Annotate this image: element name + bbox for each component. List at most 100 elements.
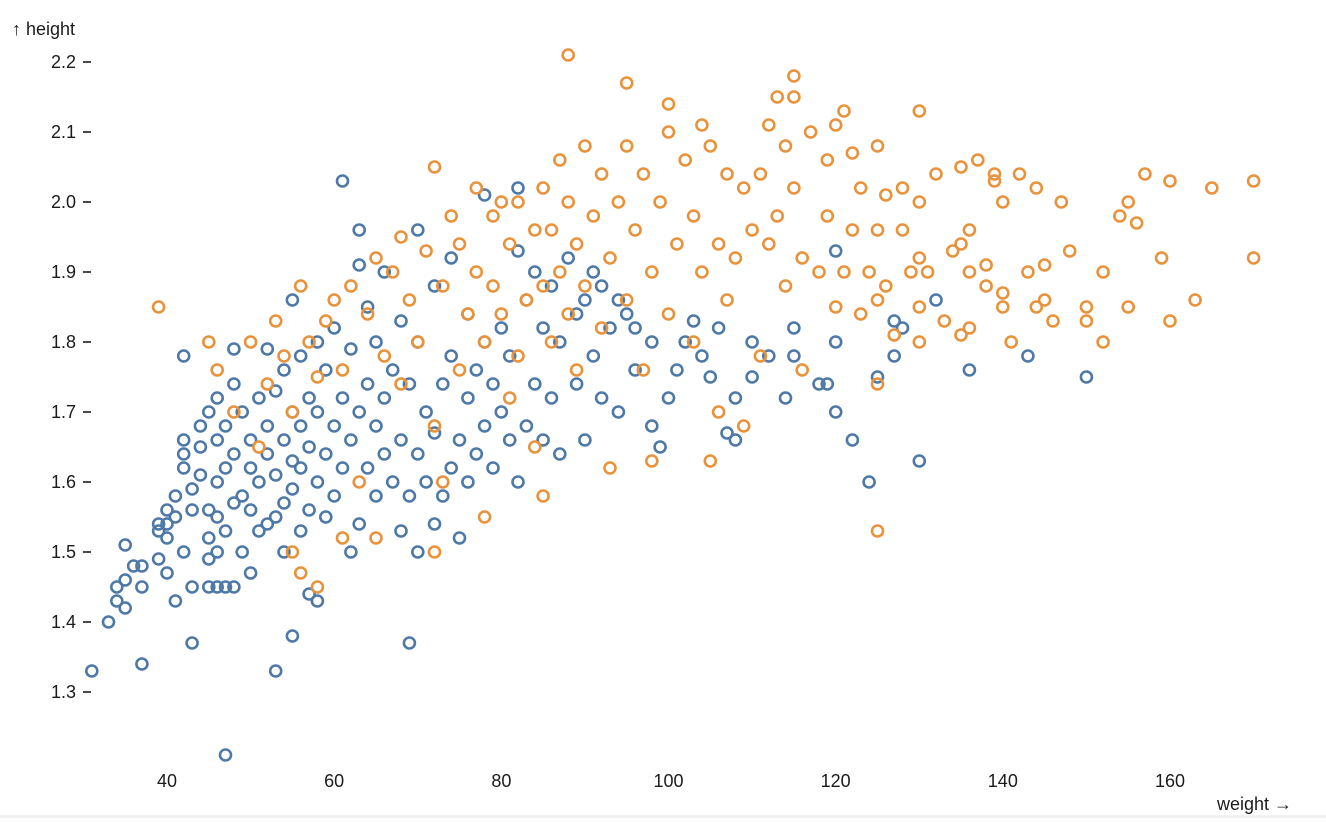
data-point: [695, 349, 709, 363]
data-point: [310, 594, 325, 608]
data-point: [218, 580, 233, 594]
data-point: [845, 433, 860, 447]
y-tick-label: 1.9: [51, 262, 76, 282]
data-point: [218, 748, 233, 762]
data-point: [812, 265, 826, 279]
data-point: [787, 69, 801, 83]
data-point: [1054, 195, 1069, 209]
series-0: [85, 174, 1094, 762]
data-point: [695, 265, 709, 279]
x-tick-label: 140: [988, 771, 1018, 791]
data-point: [310, 335, 325, 349]
data-point: [594, 391, 609, 405]
data-point: [285, 454, 300, 468]
data-point: [745, 335, 759, 349]
data-point: [703, 139, 718, 153]
data-point: [268, 664, 283, 678]
y-tick: 1.3: [51, 682, 91, 702]
data-point: [369, 251, 383, 265]
data-point: [277, 433, 291, 447]
data-point: [795, 251, 810, 265]
data-point: [285, 405, 300, 419]
data-point: [151, 300, 166, 314]
data-point: [828, 405, 843, 419]
data-point: [502, 391, 517, 405]
data-point: [695, 118, 709, 132]
data-point: [603, 321, 617, 335]
data-point: [720, 293, 734, 307]
data-point: [1004, 335, 1019, 349]
data-point: [410, 223, 425, 237]
data-point: [193, 468, 208, 482]
data-point: [661, 307, 676, 321]
data-point: [394, 524, 408, 538]
data-point: [277, 545, 291, 559]
data-point: [193, 419, 208, 433]
data-point: [745, 370, 759, 384]
data-point: [218, 524, 233, 538]
data-point: [435, 377, 450, 391]
data-point: [561, 307, 576, 321]
data-point: [502, 237, 517, 251]
data-point: [519, 419, 534, 433]
data-point: [268, 384, 283, 398]
data-point: [778, 391, 793, 405]
data-point: [352, 475, 367, 489]
data-point: [268, 314, 283, 328]
data-point: [895, 223, 910, 237]
data-point: [369, 419, 383, 433]
data-point: [477, 335, 492, 349]
data-point: [962, 265, 977, 279]
data-point: [511, 195, 525, 209]
data-point: [302, 391, 316, 405]
data-point: [486, 461, 500, 475]
data-point: [619, 293, 634, 307]
data-point: [862, 265, 876, 279]
data-point: [227, 405, 241, 419]
data-point: [845, 223, 860, 237]
data-point: [561, 48, 576, 62]
data-point: [452, 433, 467, 447]
data-point: [970, 153, 985, 167]
data-point: [327, 293, 342, 307]
y-tick: 1.8: [51, 332, 91, 352]
y-tick: 1.4: [51, 612, 91, 632]
data-point: [1096, 265, 1110, 279]
data-point: [427, 419, 442, 433]
data-point: [544, 335, 559, 349]
data-point: [293, 566, 308, 580]
data-point: [176, 461, 191, 475]
data-point: [302, 335, 316, 349]
data-point: [469, 447, 484, 461]
data-point: [1188, 293, 1202, 307]
data-point: [1021, 265, 1035, 279]
data-point: [118, 573, 132, 587]
data-point: [486, 377, 500, 391]
data-point: [653, 195, 667, 209]
data-point: [435, 489, 450, 503]
data-point: [360, 307, 375, 321]
data-point: [995, 286, 1010, 300]
data-point: [210, 580, 224, 594]
data-point: [435, 475, 450, 489]
points-layer: [85, 48, 1261, 762]
data-point: [494, 321, 509, 335]
data-point: [202, 552, 216, 566]
data-point: [202, 531, 216, 545]
x-tick-label: 40: [157, 771, 177, 791]
y-tick: 2.0: [51, 192, 91, 212]
data-point: [1079, 300, 1094, 314]
data-point: [661, 391, 676, 405]
data-point: [728, 433, 743, 447]
data-point: [252, 391, 266, 405]
data-point: [1029, 181, 1044, 195]
data-point: [628, 223, 642, 237]
data-point: [519, 293, 534, 307]
data-point: [1079, 370, 1094, 384]
data-point: [344, 545, 358, 559]
y-tick: 1.6: [51, 472, 91, 492]
data-point: [293, 419, 308, 433]
data-point: [461, 475, 475, 489]
data-point: [235, 545, 249, 559]
